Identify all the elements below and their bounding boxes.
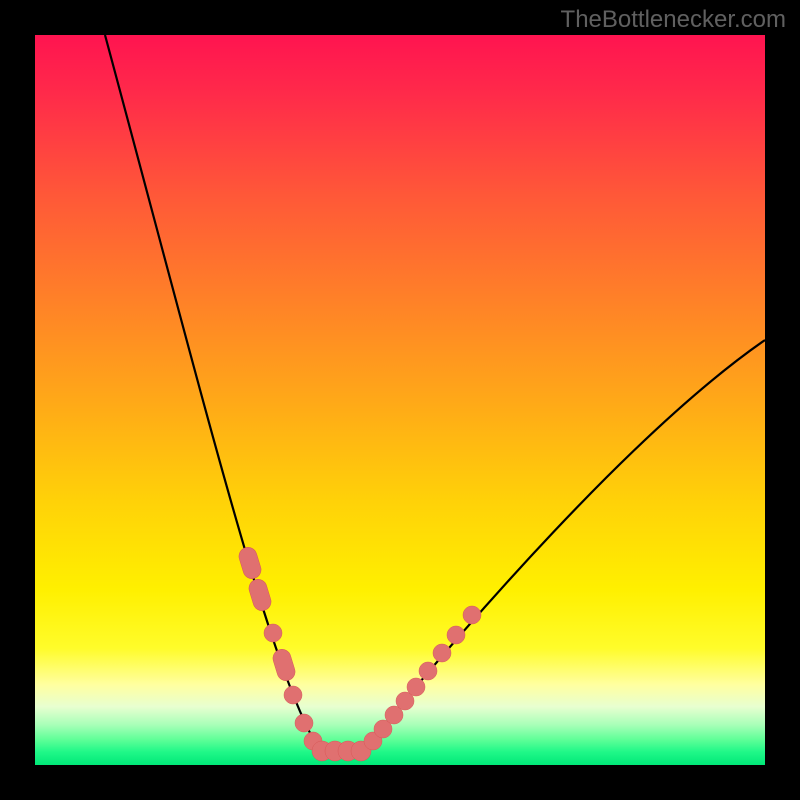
data-marker (463, 606, 481, 624)
data-marker (433, 644, 451, 662)
gradient-background (35, 35, 765, 765)
data-marker (447, 626, 465, 644)
chart-container: TheBottlenecker.com (0, 0, 800, 800)
data-marker (264, 624, 282, 642)
watermark-text: TheBottlenecker.com (561, 6, 786, 34)
data-marker (284, 686, 302, 704)
plot-area (35, 35, 765, 765)
chart-svg (35, 35, 765, 765)
data-marker (295, 714, 313, 732)
data-marker (419, 662, 437, 680)
data-marker (407, 678, 425, 696)
